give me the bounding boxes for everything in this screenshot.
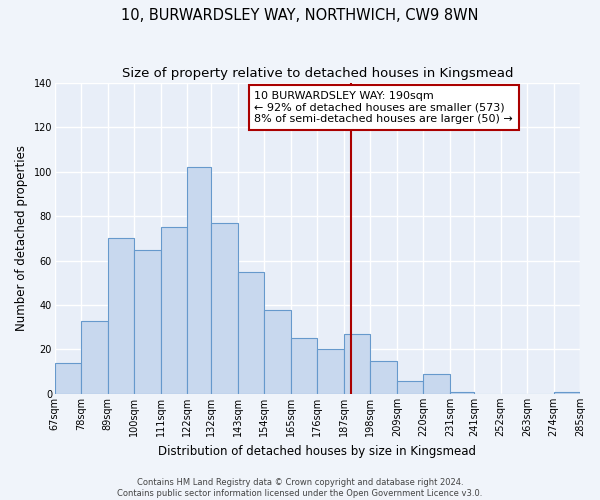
Text: Contains HM Land Registry data © Crown copyright and database right 2024.
Contai: Contains HM Land Registry data © Crown c…: [118, 478, 482, 498]
Bar: [108, 238, 134, 394]
Text: 10 BURWARDSLEY WAY: 190sqm
← 92% of detached houses are smaller (573)
8% of semi: 10 BURWARDSLEY WAY: 190sqm ← 92% of deta…: [254, 91, 513, 124]
Bar: [55, 363, 82, 394]
Bar: [424, 374, 450, 394]
X-axis label: Distribution of detached houses by size in Kingsmead: Distribution of detached houses by size …: [158, 444, 476, 458]
Bar: [161, 228, 187, 394]
Bar: [370, 360, 397, 394]
Text: 10, BURWARDSLEY WAY, NORTHWICH, CW9 8WN: 10, BURWARDSLEY WAY, NORTHWICH, CW9 8WN: [121, 8, 479, 22]
Bar: [397, 380, 424, 394]
Bar: [187, 168, 211, 394]
Bar: [317, 350, 344, 394]
Bar: [344, 334, 370, 394]
Y-axis label: Number of detached properties: Number of detached properties: [15, 146, 28, 332]
Bar: [291, 338, 317, 394]
Bar: [211, 223, 238, 394]
Bar: [238, 272, 265, 394]
Title: Size of property relative to detached houses in Kingsmead: Size of property relative to detached ho…: [122, 68, 513, 80]
Bar: [134, 250, 161, 394]
Bar: [265, 310, 291, 394]
Bar: [450, 392, 474, 394]
Bar: [554, 392, 580, 394]
Bar: [82, 320, 108, 394]
